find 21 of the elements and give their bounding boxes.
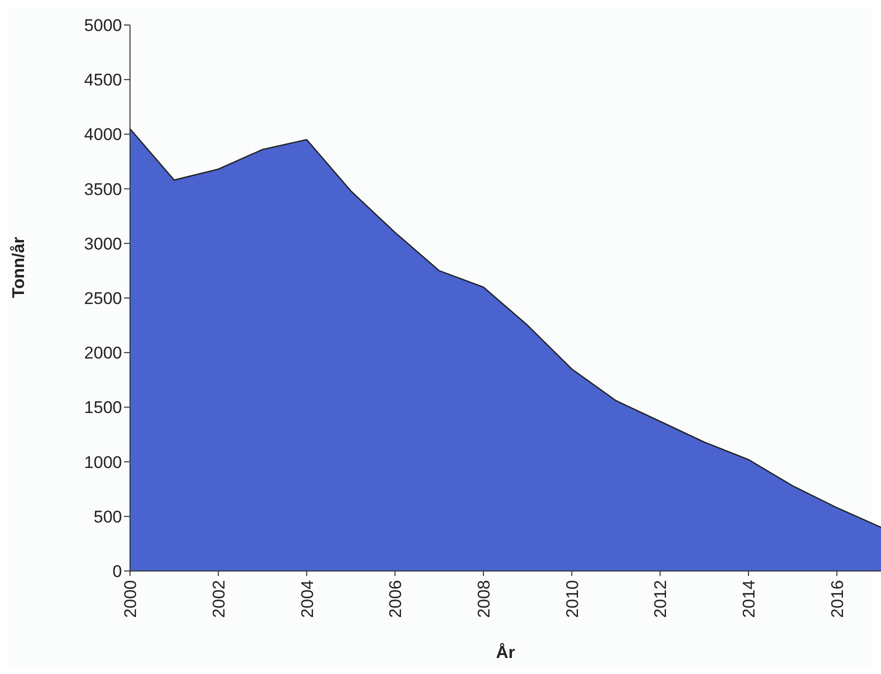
- x-tick-label: 2004: [298, 580, 317, 618]
- y-tick-label: 3000: [84, 234, 122, 254]
- x-tick-label: 2014: [740, 580, 759, 618]
- y-tick-label: 1500: [84, 398, 122, 418]
- y-tick-label: 2500: [84, 289, 122, 308]
- y-tick-label: 2000: [84, 344, 122, 363]
- y-axis-title: Tonn/år: [9, 236, 28, 298]
- x-tick-label: 2002: [209, 580, 228, 618]
- x-tick-label: 2016: [828, 580, 847, 618]
- y-tick-label: 3500: [84, 180, 122, 199]
- y-tick-label: 4000: [84, 125, 122, 144]
- y-tick-label: 5000: [84, 16, 122, 36]
- x-axis-title: År: [496, 643, 516, 662]
- y-tick-label: 500: [94, 507, 122, 526]
- y-tick-label: 1000: [84, 452, 122, 472]
- x-tick-label: 2012: [651, 580, 670, 618]
- x-tick-label: 2006: [386, 580, 406, 618]
- x-tick-label: 2008: [474, 580, 494, 618]
- y-tick-label: 0: [112, 562, 122, 582]
- x-tick-label: 2010: [562, 580, 582, 618]
- y-tick-label: 4500: [84, 70, 122, 90]
